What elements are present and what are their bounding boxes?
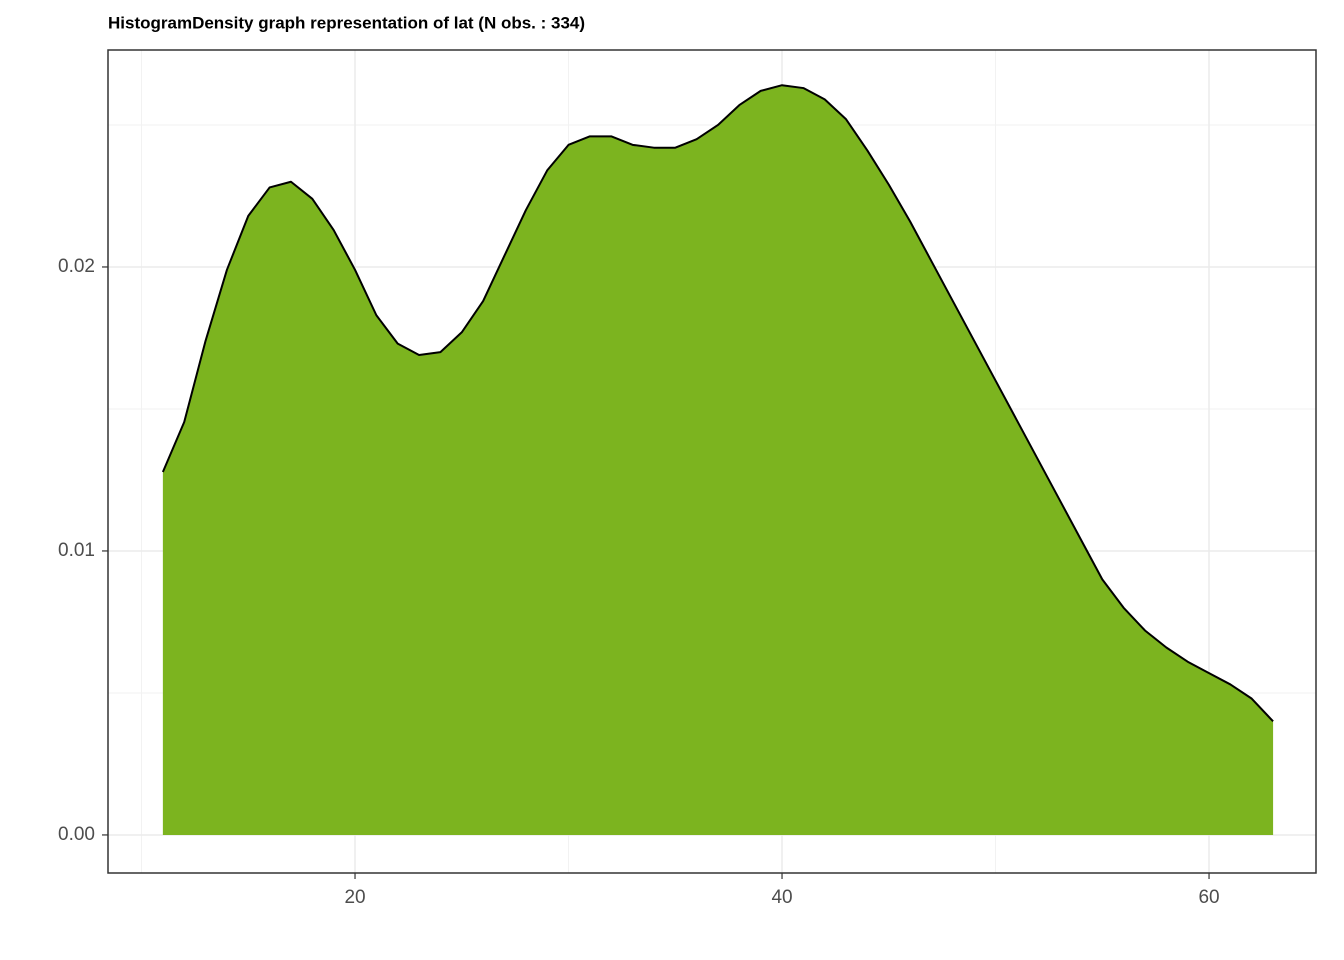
density-area [162, 85, 1274, 835]
y-tick-label: 0.01 [58, 540, 95, 561]
panel-border [107, 49, 1317, 874]
y-tick-label: 0.00 [58, 824, 95, 845]
x-tick-label: 40 [771, 887, 792, 908]
x-tick-label: 60 [1198, 887, 1219, 908]
density-line [161, 84, 1274, 723]
chart-title: HistogramDensity graph representation of… [108, 13, 585, 32]
y-tick-label: 0.02 [58, 256, 95, 277]
x-tick-label: 20 [344, 887, 365, 908]
